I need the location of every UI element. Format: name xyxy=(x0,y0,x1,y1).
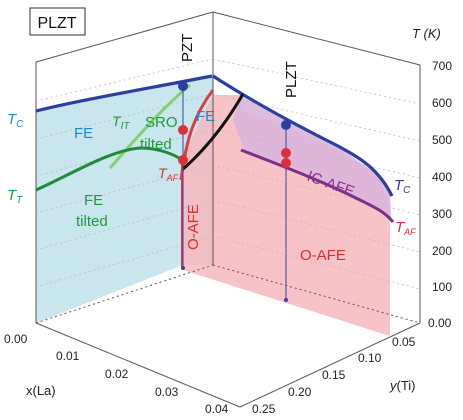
x-axis-ticks: 0.00 0.01 0.02 0.03 0.04 xyxy=(4,332,229,416)
ic-afe-line xyxy=(240,148,395,223)
sro-label2: tilted xyxy=(140,136,172,153)
y-axis-label: y(Ti) xyxy=(389,378,416,393)
t-tick-4: 400 xyxy=(432,170,452,184)
t-tick-6: 600 xyxy=(432,96,452,110)
taf-corner-label: TAF xyxy=(158,165,179,183)
fe-back-label: FE xyxy=(196,108,215,125)
x-axis-label: x(La) xyxy=(26,383,56,398)
t-tick-5: 500 xyxy=(432,133,452,147)
data-points xyxy=(178,81,291,302)
oafe-right-label: O-AFE xyxy=(300,247,346,264)
fe-boundary-black xyxy=(181,93,245,172)
x-tick-1: 0.01 xyxy=(56,349,80,363)
x-tick-2: 0.02 xyxy=(105,367,129,381)
grid-lines xyxy=(35,58,421,290)
fe-tilted-label: FE xyxy=(84,192,103,209)
tt-line xyxy=(35,146,183,192)
tc-line-left xyxy=(35,74,213,113)
t-tick-0: 0.00 xyxy=(428,316,452,330)
taf-right-label: TAF xyxy=(395,219,416,237)
tt-left-label: TT xyxy=(7,187,23,206)
tc-right-label: TC xyxy=(394,177,411,196)
fe-tilted-label2: tilted xyxy=(76,213,108,230)
title-box xyxy=(29,7,86,36)
plzt-label: PLZT xyxy=(283,61,300,98)
ic-afe-region xyxy=(233,96,391,218)
oafe-corner-label: O-AFE xyxy=(185,204,202,250)
y-axis-ticks: 0.05 0.10 0.15 0.20 0.25 xyxy=(252,335,416,416)
t-axis-ticks: 0.00 100 200 300 400 500 600 700 xyxy=(428,59,452,330)
x-tick-0: 0.00 xyxy=(4,332,28,346)
x-tick-4: 0.04 xyxy=(205,402,229,416)
fe-phase-label: FE xyxy=(74,125,93,142)
t-tick-3: 300 xyxy=(432,207,452,221)
tit-line xyxy=(108,83,191,169)
fe-region xyxy=(36,76,213,323)
tc-left-label: TC xyxy=(7,111,24,130)
t-tick-2: 200 xyxy=(432,244,452,258)
x-tick-3: 0.03 xyxy=(155,385,179,399)
axis-frame xyxy=(35,11,421,408)
figure-title: PLZT xyxy=(37,15,76,32)
t-axis-label: T (K) xyxy=(412,26,441,41)
tit-label: TIT xyxy=(112,113,130,132)
sro-label: SRO xyxy=(145,114,178,131)
y-tick-1: 0.10 xyxy=(358,351,382,365)
pzt-label: PZT xyxy=(179,34,196,62)
y-tick-3: 0.20 xyxy=(288,385,312,399)
y-tick-2: 0.15 xyxy=(322,368,346,382)
t-tick-7: 700 xyxy=(432,59,452,73)
t-tick-1: 100 xyxy=(432,280,452,294)
y-tick-0: 0.05 xyxy=(392,335,416,349)
y-tick-4: 0.25 xyxy=(252,402,276,416)
